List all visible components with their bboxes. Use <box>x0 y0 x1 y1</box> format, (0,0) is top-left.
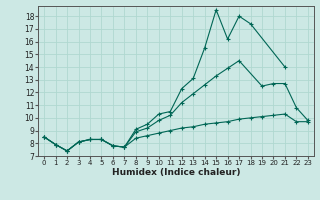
X-axis label: Humidex (Indice chaleur): Humidex (Indice chaleur) <box>112 168 240 177</box>
